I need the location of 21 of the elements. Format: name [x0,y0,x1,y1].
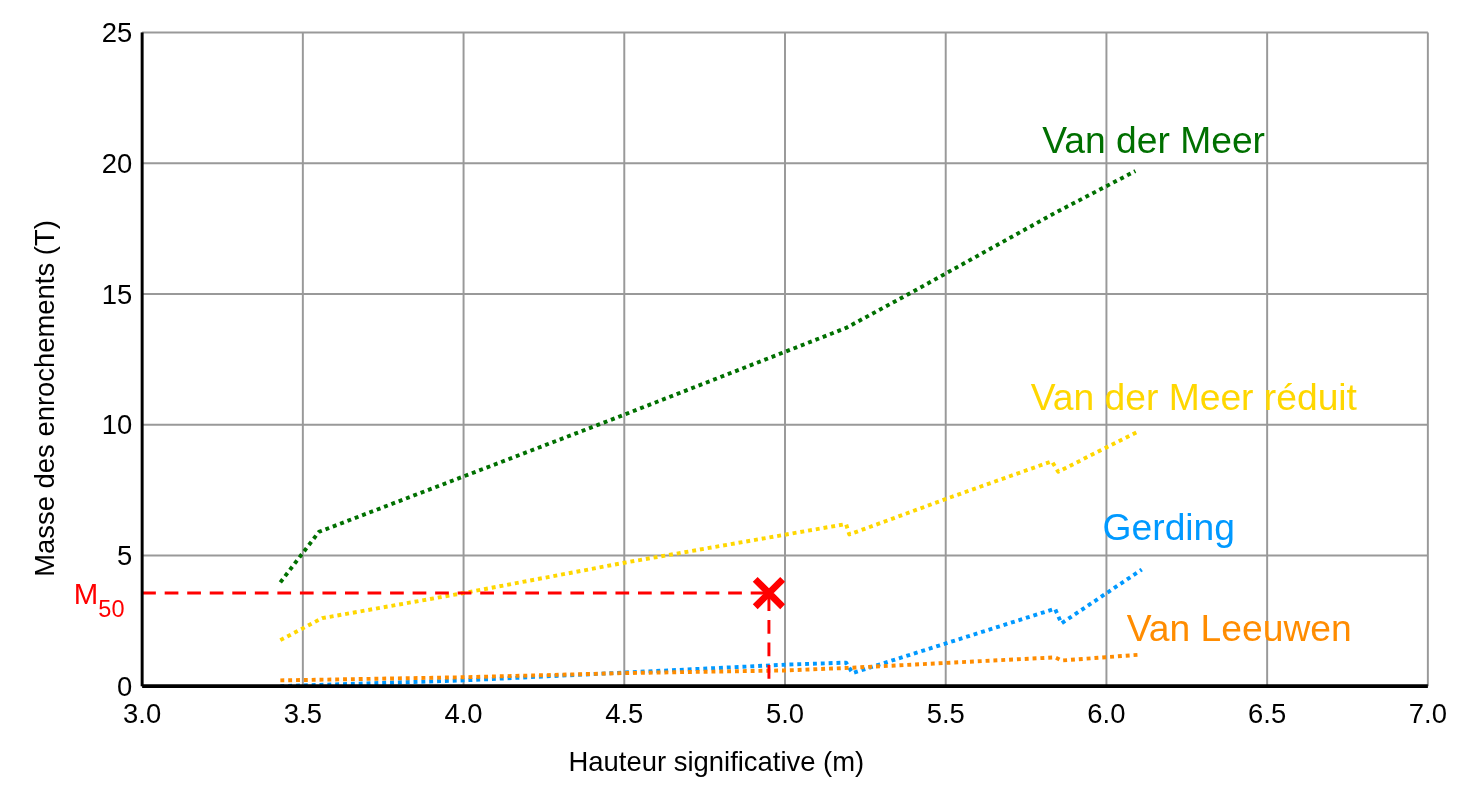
series-label: Van Leeuwen [1126,607,1352,650]
x-tick-label: 4.0 [444,698,483,730]
x-tick-label: 6.5 [1248,698,1287,730]
series-label: Van der Meer [1042,119,1265,162]
x-axis-title: Hauteur significative (m) [568,746,865,778]
annotation: M$_{50}$ [73,576,125,622]
y-tick-label: 15 [101,278,133,310]
series-label: Gerding [1102,506,1236,549]
y-tick-label: 5 [117,540,133,572]
x-tick-label: 5.5 [926,698,965,730]
line-series [278,652,1141,683]
y-axis-title: Masse des enrochements (T) [28,220,60,577]
x-tick-label: 5.0 [765,698,805,730]
y-tick-label: 25 [101,17,133,49]
x-tick-label: 4.5 [605,698,644,730]
x-tick-label: 3.5 [283,698,322,730]
series-label: Van der Meer réduit [1030,375,1358,418]
y-tick-label: 10 [101,409,133,441]
x-tick-label: 6.0 [1087,698,1126,730]
y-tick-label: 20 [101,148,133,180]
x-tick-label: 7.0 [1408,698,1447,730]
